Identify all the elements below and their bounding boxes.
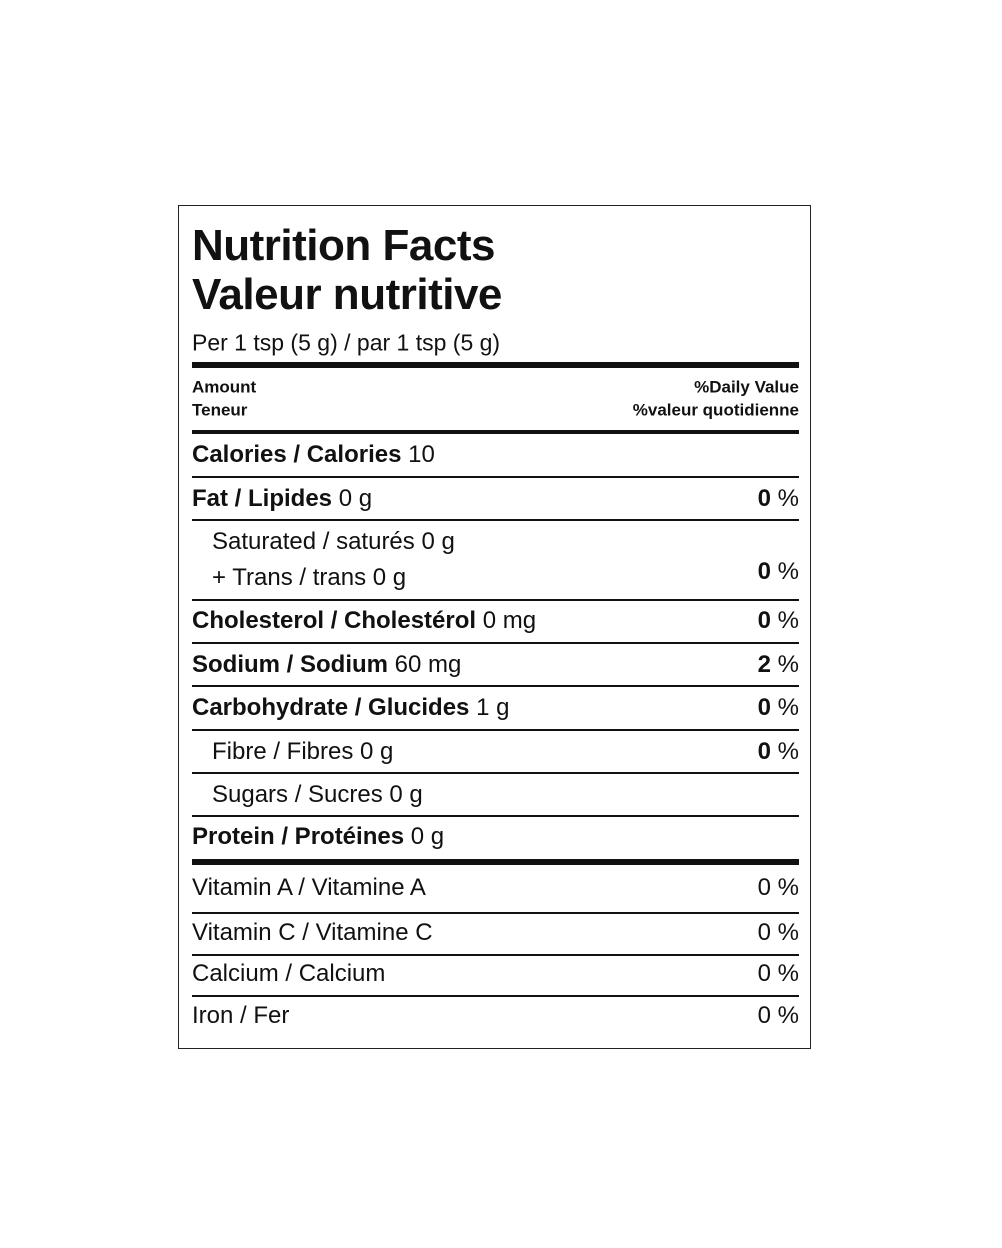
rule [192, 599, 799, 601]
percent-sign: % [777, 485, 799, 512]
daily-value-number: 0 [757, 738, 771, 765]
nutrient-label: Fat / Lipides [192, 485, 333, 512]
nutrient-label: Calcium / Calcium [192, 960, 386, 987]
daily-value: 0 % [758, 487, 799, 511]
rule [192, 685, 799, 687]
nutrient-amount: 60 mg [394, 651, 462, 678]
daily-value-number: 0 [757, 607, 771, 634]
daily-value: 0 % [758, 1004, 799, 1028]
nutrient-row: Carbohydrate / Glucides 1 g [192, 696, 509, 720]
daily-value-number: 0 [757, 874, 771, 901]
daily-value: 0 % [758, 560, 799, 584]
rule [192, 476, 799, 478]
nutrient-row: Vitamin A / Vitamine A [192, 876, 426, 900]
nutrient-amount: 1 g [476, 694, 510, 721]
percent-sign: % [777, 607, 799, 634]
nutrient-row: + Trans / trans 0 g [212, 566, 406, 590]
daily-value-number: 0 [757, 694, 771, 721]
nutrient-label: Vitamin A / Vitamine A [192, 874, 426, 901]
daily-value: 0 % [758, 696, 799, 720]
daily-value: 2 % [758, 653, 799, 677]
nutrient-row: Protein / Protéines 0 g [192, 825, 444, 849]
header-amount: Amount [192, 377, 257, 397]
nutrient-row: Iron / Fer [192, 1004, 289, 1028]
rule [192, 729, 799, 731]
daily-value-number: 0 [757, 919, 771, 946]
daily-value-number: 0 [757, 558, 771, 585]
rule [192, 815, 799, 817]
nutrient-label: Protein / Protéines [192, 823, 405, 850]
nutrient-amount: 0 g [410, 823, 445, 850]
nutrient-row: Sugars / Sucres 0 g [212, 783, 423, 807]
rule [192, 859, 799, 865]
rule [192, 519, 799, 521]
nutrient-row: Vitamin C / Vitamine C [192, 921, 433, 945]
daily-value: 0 % [758, 921, 799, 945]
rule [192, 362, 799, 368]
daily-value: 0 % [758, 962, 799, 986]
daily-value-number: 0 [757, 485, 771, 512]
percent-sign: % [777, 874, 799, 901]
nutrient-row: Fibre / Fibres 0 g [212, 740, 393, 764]
daily-value: 0 % [758, 740, 799, 764]
nutrient-label: Carbohydrate / Glucides [192, 694, 470, 721]
header-teneur: Teneur [192, 400, 248, 420]
percent-sign: % [777, 738, 799, 765]
nutrient-row: Sodium / Sodium 60 mg [192, 653, 461, 677]
daily-value-number: 2 [757, 651, 771, 678]
rule [192, 995, 799, 997]
percent-sign: % [777, 558, 799, 585]
nutrient-label: Calories / Calories [192, 441, 402, 468]
header-valeur-quotidienne: %valeur quotidienne [632, 400, 799, 420]
percent-sign: % [777, 651, 799, 678]
nutrient-amount: 10 [408, 441, 435, 468]
nutrient-label: Saturated / saturés 0 g [212, 528, 455, 555]
rule [192, 772, 799, 774]
daily-value: 0 % [758, 609, 799, 633]
daily-value-number: 0 [757, 1002, 771, 1029]
nutrient-row: Fat / Lipides 0 g [192, 487, 372, 511]
title: Nutrition Facts [192, 221, 495, 270]
nutrient-row: Calories / Calories 10 [192, 443, 435, 467]
percent-sign: % [777, 694, 799, 721]
nutrient-row: Cholesterol / Cholestérol 0 mg [192, 609, 536, 633]
percent-sign: % [777, 919, 799, 946]
nutrient-label: Sodium / Sodium [192, 651, 388, 678]
nutrient-label: Iron / Fer [192, 1002, 290, 1029]
nutrient-label: Vitamin C / Vitamine C [192, 919, 433, 946]
nutrient-amount: 0 g [338, 485, 373, 512]
rule [192, 912, 799, 914]
header-daily-value: %Daily Value [694, 377, 799, 397]
nutrient-row: Saturated / saturés 0 g [212, 530, 455, 554]
label-border [178, 205, 811, 1049]
nutrient-amount: 0 mg [482, 607, 537, 634]
nutrient-label: Fibre / Fibres 0 g [212, 738, 394, 765]
rule [192, 954, 799, 956]
nutrient-label: + Trans / trans 0 g [212, 564, 407, 591]
daily-value: 0 % [758, 876, 799, 900]
nutrient-label: Cholesterol / Cholestérol [192, 607, 477, 634]
serving: Per 1 tsp (5 g) / par 1 tsp (5 g) [192, 329, 501, 356]
rule [192, 642, 799, 644]
percent-sign: % [777, 1002, 799, 1029]
percent-sign: % [777, 960, 799, 987]
nutrient-label: Sugars / Sucres 0 g [212, 781, 423, 808]
title: Valeur nutritive [192, 270, 502, 319]
nutrient-row: Calcium / Calcium [192, 962, 385, 986]
daily-value-number: 0 [757, 960, 771, 987]
rule [192, 430, 799, 434]
